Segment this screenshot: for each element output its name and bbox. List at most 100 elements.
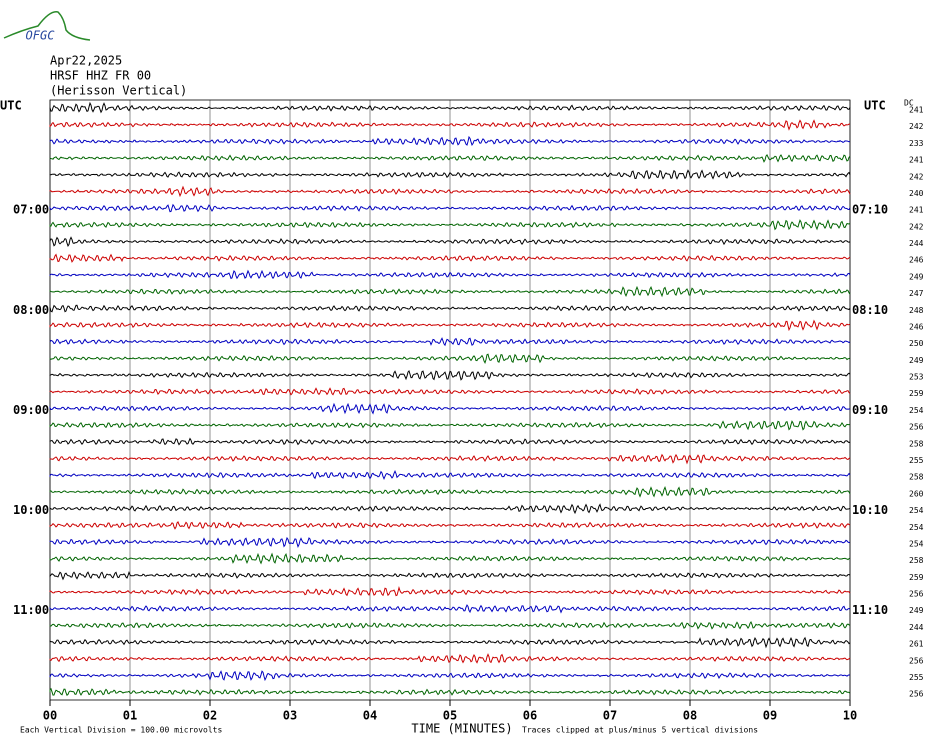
dc-value: 248 xyxy=(909,306,924,315)
dc-value: 244 xyxy=(909,239,924,248)
dc-value: 241 xyxy=(909,206,924,215)
dc-value: 246 xyxy=(909,256,924,265)
dc-value: 256 xyxy=(909,690,924,699)
dc-value: 256 xyxy=(909,590,924,599)
dc-value: 254 xyxy=(909,406,924,415)
left-zone: UTC xyxy=(0,99,22,113)
trace xyxy=(49,670,851,682)
trace xyxy=(49,387,851,396)
trace xyxy=(49,135,851,146)
dc-value: 258 xyxy=(909,473,924,482)
row-start-time: 08:00 xyxy=(13,303,49,317)
trace xyxy=(49,653,851,664)
trace xyxy=(49,437,851,446)
trace xyxy=(49,420,851,431)
dc-value: 256 xyxy=(909,656,924,665)
location: (Herisson Vertical) xyxy=(50,84,187,98)
dc-value: 258 xyxy=(909,439,924,448)
row-end-time: 09:10 xyxy=(852,403,888,417)
station: HRSF HHZ FR 00 xyxy=(50,69,151,83)
trace xyxy=(49,570,851,581)
trace xyxy=(49,269,851,280)
dc-value: 241 xyxy=(909,156,924,165)
dc-value: 246 xyxy=(909,322,924,331)
trace xyxy=(49,402,851,415)
trace xyxy=(49,285,851,298)
trace xyxy=(49,169,851,180)
dc-value: 250 xyxy=(909,339,924,348)
dc-value: 261 xyxy=(909,640,924,649)
row-start-time: 07:00 xyxy=(13,203,49,217)
trace xyxy=(49,219,851,231)
trace xyxy=(49,536,851,548)
trace xyxy=(49,319,851,332)
x-tick-label: 03 xyxy=(283,709,297,723)
dc-value: 254 xyxy=(909,523,924,532)
dc-value: 249 xyxy=(909,606,924,615)
trace xyxy=(49,469,851,480)
trace xyxy=(49,119,851,131)
x-tick-label: 02 xyxy=(203,709,217,723)
trace xyxy=(49,153,851,163)
row-end-time: 07:10 xyxy=(852,203,888,217)
x-tick-label: 01 xyxy=(123,709,137,723)
dc-value: 247 xyxy=(909,289,924,298)
logo: OFGC xyxy=(26,29,56,43)
trace xyxy=(49,236,851,248)
trace xyxy=(49,253,851,263)
trace xyxy=(49,486,851,498)
logo-mark xyxy=(3,11,91,41)
dc-value: 241 xyxy=(909,106,924,115)
x-tick-label: 00 xyxy=(43,709,57,723)
dc-value: 249 xyxy=(909,272,924,281)
trace xyxy=(49,586,851,597)
x-tick-label: 04 xyxy=(363,709,377,723)
trace xyxy=(49,604,851,614)
dc-value: 242 xyxy=(909,222,924,231)
dc-value: 244 xyxy=(909,623,924,632)
x-tick-label: 10 xyxy=(843,709,857,723)
trace xyxy=(49,101,851,114)
trace xyxy=(49,203,851,213)
trace xyxy=(49,353,851,364)
dc-value: 240 xyxy=(909,189,924,198)
trace xyxy=(49,620,851,630)
dc-value: 242 xyxy=(909,172,924,181)
dc-value: 233 xyxy=(909,139,924,148)
row-end-time: 08:10 xyxy=(852,303,888,317)
x-tick-label: 05 xyxy=(443,709,457,723)
dc-value: 255 xyxy=(909,456,924,465)
trace xyxy=(49,636,851,649)
dc-value: 259 xyxy=(909,389,924,398)
clip-note: Traces clipped at plus/minus 5 vertical … xyxy=(522,726,758,735)
dc-label: DC xyxy=(904,99,914,108)
right-zone: UTC xyxy=(864,99,886,113)
dc-value: 260 xyxy=(909,489,924,498)
x-tick-label: 06 xyxy=(523,709,537,723)
x-tick-label: 08 xyxy=(683,709,697,723)
trace xyxy=(49,185,851,198)
row-start-time: 11:00 xyxy=(13,603,49,617)
trace xyxy=(49,552,851,565)
trace xyxy=(49,337,851,347)
x-axis-label: TIME (MINUTES) xyxy=(411,722,512,736)
dc-value: 249 xyxy=(909,356,924,365)
dc-value: 253 xyxy=(909,373,924,382)
trace xyxy=(49,370,851,381)
trace xyxy=(49,453,851,465)
dc-value: 254 xyxy=(909,506,924,515)
dc-value: 259 xyxy=(909,573,924,582)
x-tick-label: 07 xyxy=(603,709,617,723)
dc-value: 254 xyxy=(909,539,924,548)
trace xyxy=(49,503,851,515)
scale-note: Each Vertical Division = 100.00 microvol… xyxy=(20,726,222,735)
date: Apr22,2025 xyxy=(50,54,122,68)
trace xyxy=(49,520,851,530)
dc-value: 255 xyxy=(909,673,924,682)
dc-value: 258 xyxy=(909,556,924,565)
dc-value: 242 xyxy=(909,122,924,131)
row-end-time: 10:10 xyxy=(852,503,888,517)
trace xyxy=(49,304,851,313)
